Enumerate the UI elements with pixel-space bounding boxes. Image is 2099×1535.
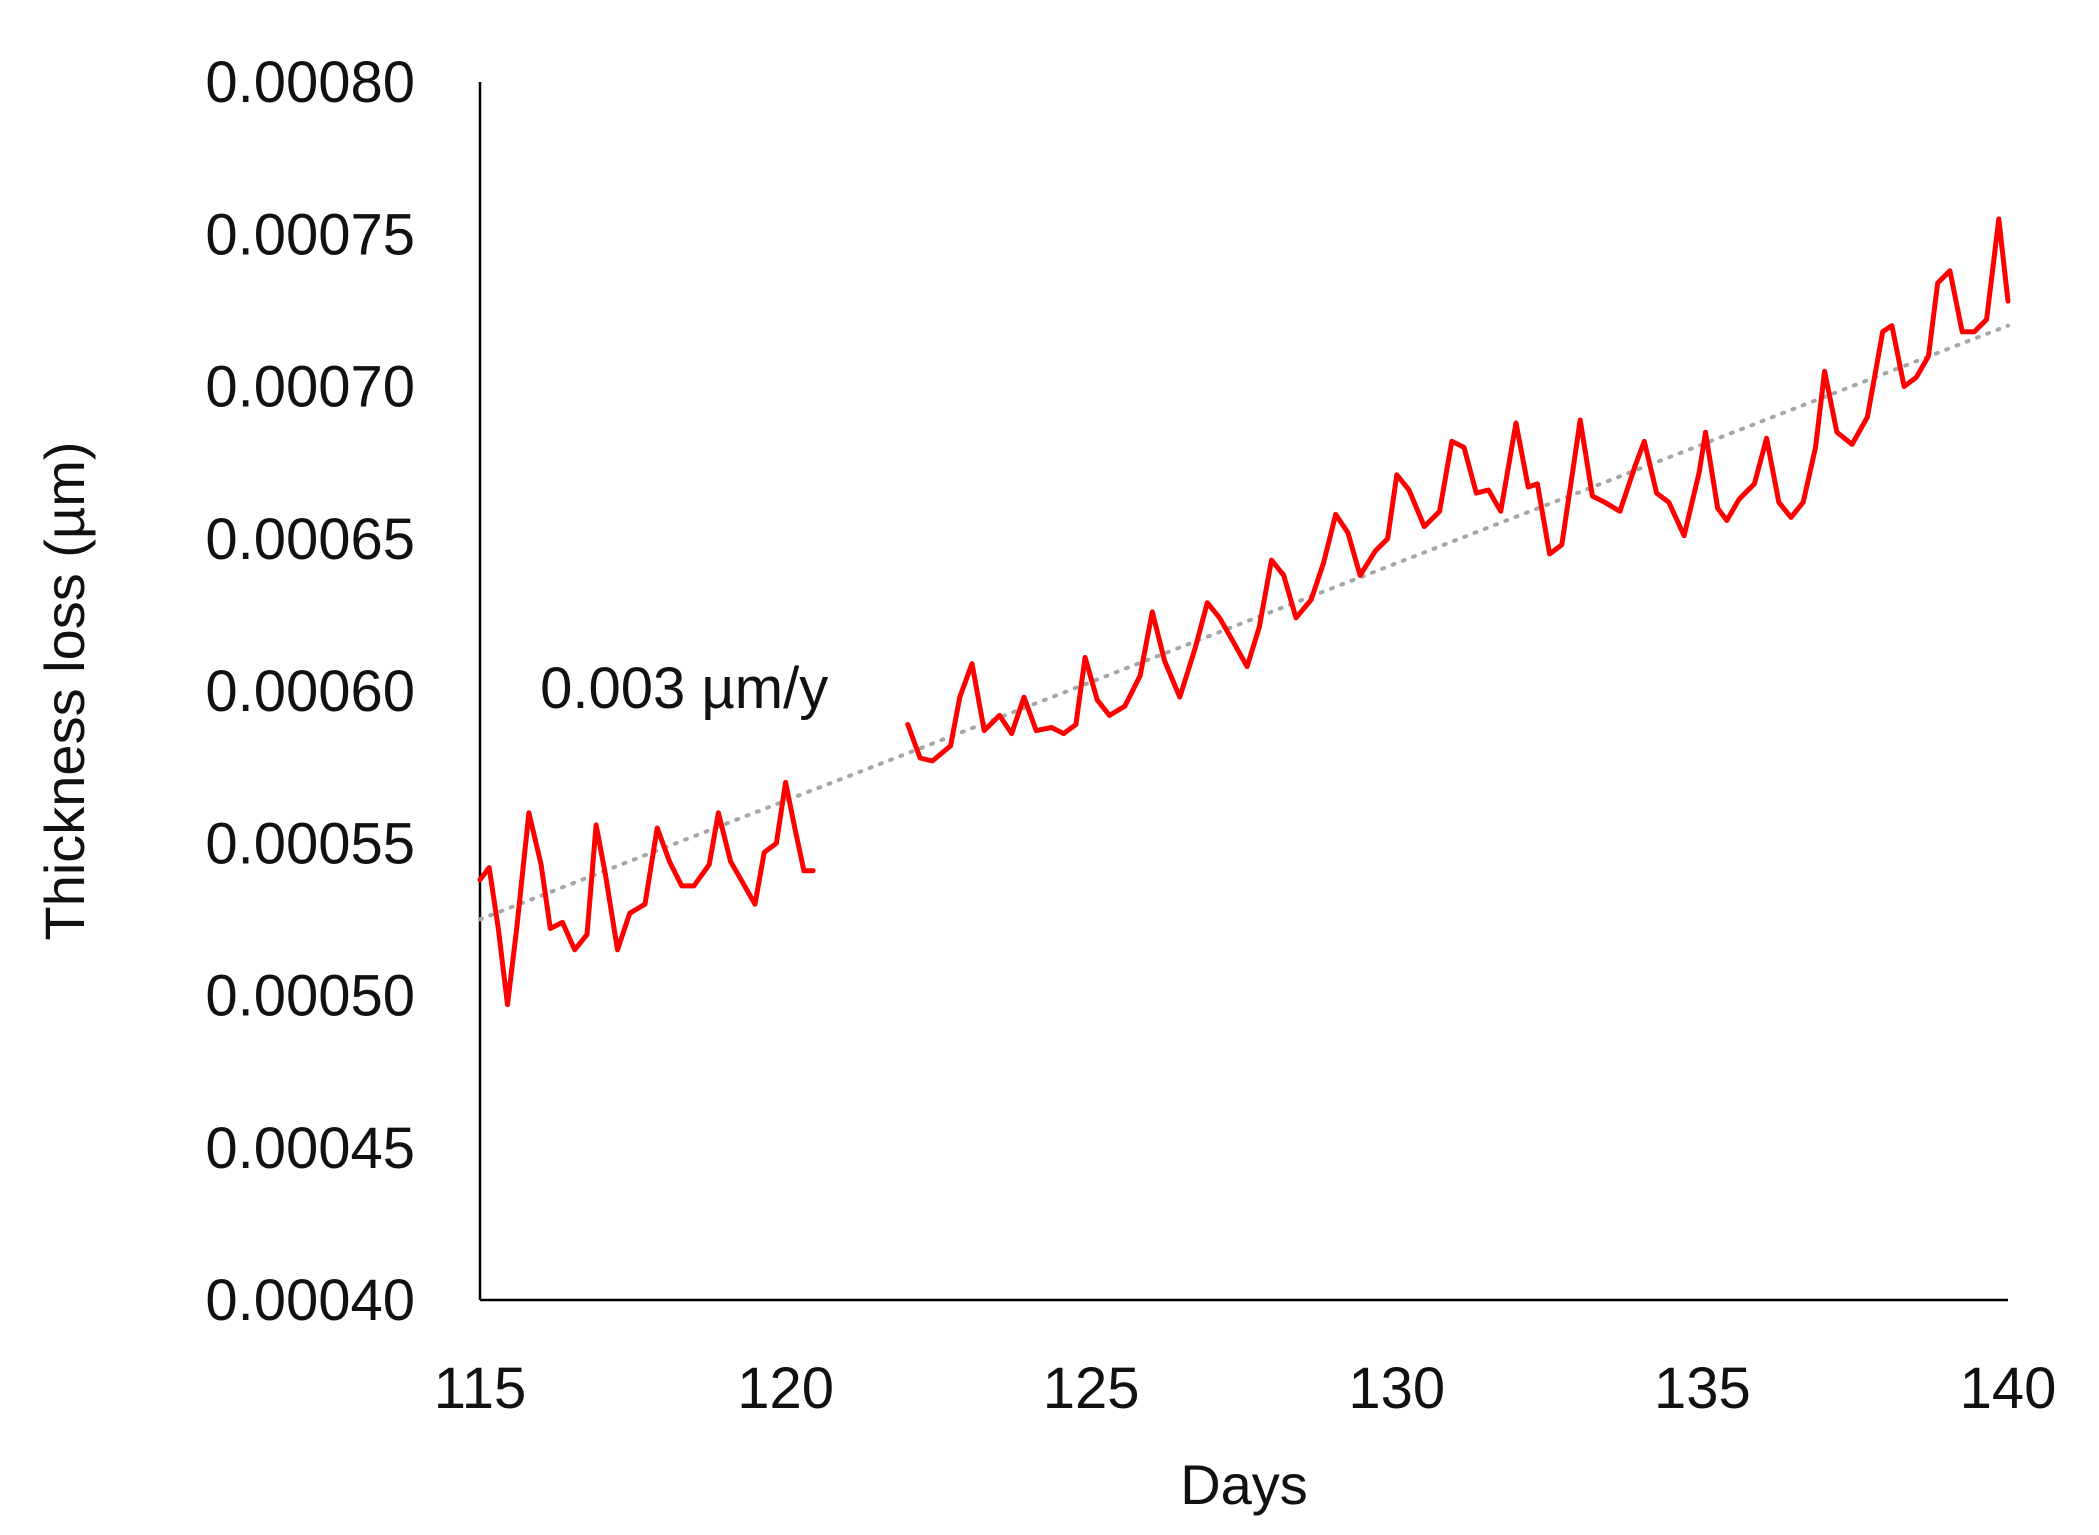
series-line-segment <box>477 779 816 1008</box>
x-axis-title: Days <box>1180 1453 1308 1516</box>
trendline <box>478 323 2010 922</box>
y-tick-label: 0.00075 <box>205 202 415 267</box>
series-layer <box>477 216 2011 1008</box>
x-tick-label: 120 <box>737 1356 834 1421</box>
x-tick-label: 135 <box>1654 1356 1751 1421</box>
y-axis-tick-labels: 0.00040 0.00045 0.00050 0.00055 0.00060 0.000… <box>205 50 415 1333</box>
y-tick-label: 0.00050 <box>205 964 415 1029</box>
y-tick-label: 0.00045 <box>205 1116 415 1181</box>
x-axis-tick-labels: 115 120 125 130 135 140 <box>434 1356 2057 1421</box>
x-tick-label: 140 <box>1960 1356 2057 1421</box>
trend-rate-annotation: 0.003 µm/y <box>540 656 828 721</box>
y-tick-label: 0.00060 <box>205 659 415 724</box>
y-tick-label: 0.00080 <box>205 50 415 115</box>
x-tick-label: 130 <box>1348 1356 1445 1421</box>
series-line-segment <box>905 216 2011 764</box>
y-tick-label: 0.00040 <box>205 1268 415 1333</box>
y-tick-label: 0.00065 <box>205 507 415 572</box>
x-tick-label: 125 <box>1043 1356 1140 1421</box>
y-tick-label: 0.00070 <box>205 355 415 420</box>
x-tick-label: 115 <box>434 1356 526 1421</box>
y-tick-label: 0.00055 <box>205 811 415 876</box>
trendline-layer <box>478 323 2010 922</box>
y-axis-title: Thickness loss (µm) <box>33 442 96 941</box>
